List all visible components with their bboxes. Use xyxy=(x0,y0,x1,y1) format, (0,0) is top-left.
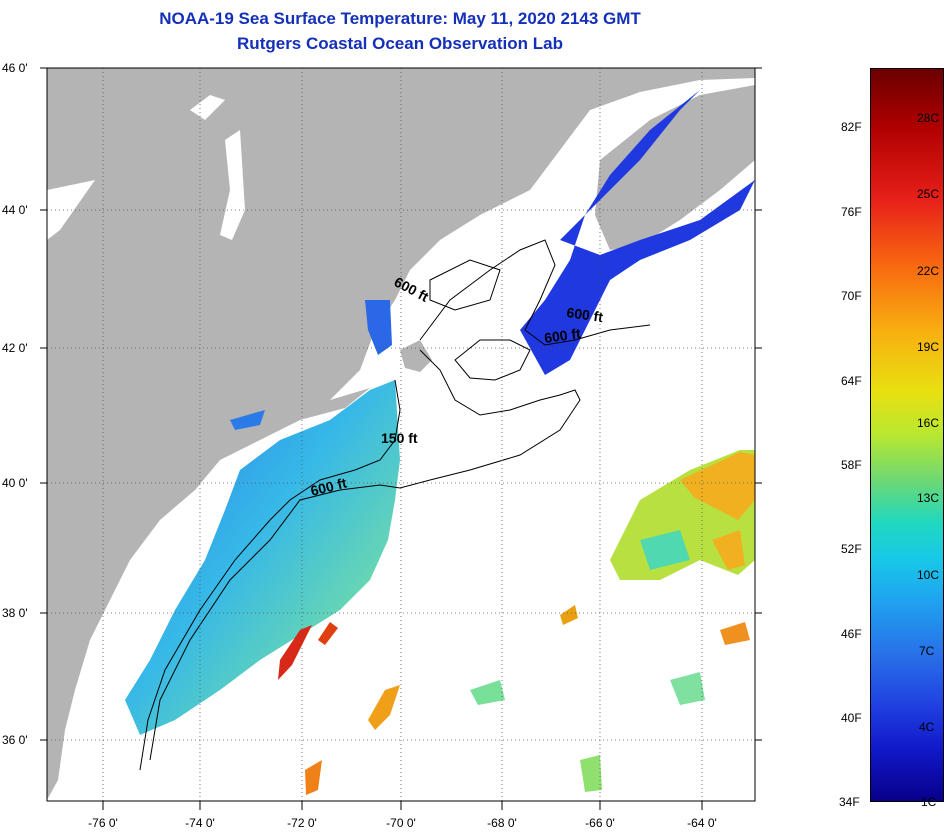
colorbar-c-label: 13C xyxy=(917,491,940,505)
lon-label: -70 0' xyxy=(386,816,416,830)
contour-600ft xyxy=(149,349,581,761)
map-subtitle: Rutgers Coastal Ocean Observation Lab xyxy=(237,34,563,53)
land-cape-cod xyxy=(400,340,432,372)
colorbar-c-label: 10C xyxy=(917,568,940,582)
colorbar-f-label: 34F xyxy=(839,795,860,809)
lon-label: -68 0' xyxy=(487,816,517,830)
colorbar-f-label: 64F xyxy=(841,374,862,388)
lon-label: -76 0' xyxy=(88,816,118,830)
land-long-island xyxy=(232,388,370,436)
colorbar-c-label: 28C xyxy=(917,111,940,125)
colorbar-f-label: 70F xyxy=(841,289,862,303)
lat-label: 36 0' xyxy=(2,733,28,747)
colorbar-c-label: 16C xyxy=(917,416,940,430)
axis-ticks xyxy=(40,67,762,810)
colorbar-f-label: 40F xyxy=(841,711,862,725)
contour-label: 600 ft xyxy=(392,274,432,305)
colorbar-f-label: 52F xyxy=(841,542,862,556)
lon-label: -64 0' xyxy=(687,816,717,830)
lat-label: 44 0' xyxy=(2,203,28,217)
colorbar-f-label: 82F xyxy=(841,120,862,134)
colorbar-c-label: 4C xyxy=(919,720,935,734)
colorbar-f-label: 46F xyxy=(841,627,862,641)
lon-label: -72 0' xyxy=(287,816,317,830)
lon-label: -66 0' xyxy=(585,816,615,830)
colorbar-c-label: 1C xyxy=(921,795,937,809)
sst-scotian-shelf xyxy=(520,90,755,375)
map-title: NOAA-19 Sea Surface Temperature: May 11,… xyxy=(159,9,641,28)
colorbar-f-label: 76F xyxy=(841,205,862,219)
colorbar-c-label: 19C xyxy=(917,340,940,354)
lat-label: 42 0' xyxy=(2,341,28,355)
sst-warm-streak xyxy=(278,625,312,680)
lat-label: 40 0' xyxy=(2,476,28,490)
colorbar-c-label: 7C xyxy=(919,644,935,658)
contour-label: 600 ft xyxy=(566,304,605,325)
colorbar-c-label: 22C xyxy=(917,264,940,278)
contour-150ft xyxy=(139,379,401,771)
contour-label: 600 ft xyxy=(543,325,582,346)
sst-shelf-water xyxy=(125,380,400,735)
contour-label: 150 ft xyxy=(381,430,418,446)
colorbar-c-label: 25C xyxy=(917,187,940,201)
land-mainland xyxy=(47,68,755,800)
land-nova-scotia xyxy=(595,85,755,250)
lat-label: 46 0' xyxy=(2,61,28,75)
lon-label: -74 0' xyxy=(185,816,215,830)
colorbar-f-label: 58F xyxy=(841,458,862,472)
temperature-colorbar xyxy=(870,68,944,802)
lat-label: 38 0' xyxy=(2,606,28,620)
